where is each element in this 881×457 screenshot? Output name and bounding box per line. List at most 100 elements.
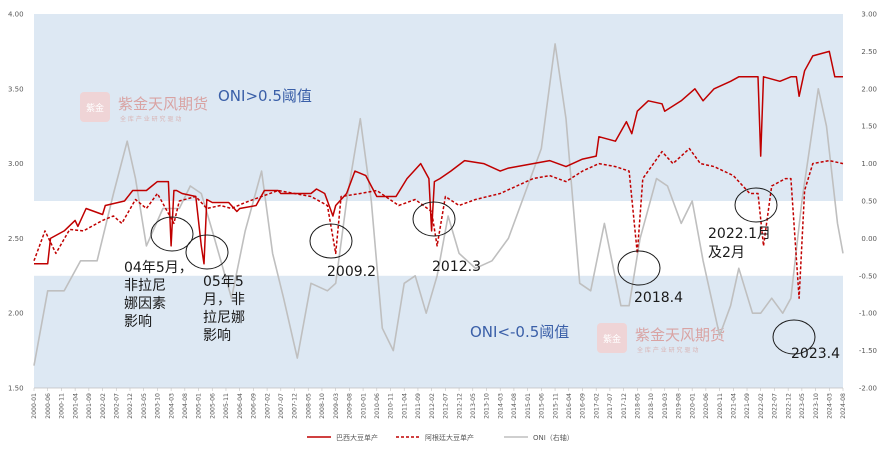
series-line-1 [34,50,843,265]
y-right-tick-0: -2.00 [859,385,877,393]
y-right-tick-3: -0.50 [859,272,877,280]
x-tick-label-47: 2019-08 [676,393,683,419]
x-tick-label-27: 2011-04 [401,393,408,419]
annotation-circle-1 [150,216,194,252]
y-left-tick-0: 1.50 [8,385,24,393]
legend-label-2: 阿根廷大豆单产 [425,433,474,442]
x-tick-label-0: 2000-01 [31,393,38,419]
legend-label-3: ONI（右轴） [533,433,574,442]
x-axis: 2000-01 2000-06 2000-11 2001-04 2001-09 2002-… [31,387,847,419]
y-right-tick-9: 2.50 [861,48,877,56]
annotation-circle-4 [412,201,456,237]
x-tick-label-54: 2022-07 [772,393,779,419]
x-tick-label-30: 2012-07 [443,393,450,419]
x-tick-label-17: 2007-02 [264,393,271,419]
watermark-name-2: 紫金天风期货 [635,326,725,344]
y-right-tick-10: 3.00 [861,11,877,19]
x-tick-label-31: 2012-12 [456,393,463,419]
y-right-tick-1: -1.50 [859,347,877,355]
x-tick-label-13: 2005-06 [209,393,216,419]
x-tick-label-36: 2015-01 [525,393,532,419]
annotation-text-2-1: 05年5 [203,274,244,290]
x-tick-label-20: 2008-05 [305,393,312,419]
series-line-3 [33,43,844,366]
series-group [33,43,844,366]
x-tick-label-26: 2010-11 [388,393,395,419]
series-line-2 [33,147,844,299]
legend-label-1: 巴西大豆单产 [336,433,378,442]
watermark-tagline-1: 全 库 产 业 研 究 驱 动 [120,115,181,123]
x-tick-label-22: 2009-03 [333,393,340,419]
threshold-band-2 [34,275,843,388]
x-tick-label-7: 2002-12 [127,393,134,419]
annotation-text-1-4: 影响 [124,314,152,330]
x-tick-label-38: 2015-11 [552,393,559,419]
x-tick-label-35: 2014-08 [511,393,518,419]
x-tick-label-57: 2023-10 [813,393,820,419]
legend: 巴西大豆单产 阿根廷大豆单产 ONI（右轴） [307,433,574,442]
oni-threshold-bands [34,14,843,388]
y-right-tick-2: -1.00 [859,310,877,318]
band-labels: ONI>0.5阈值 ONI<-0.5阈值 [218,87,569,341]
x-tick-label-16: 2006-09 [251,393,258,419]
watermark-logo-text-2: 紫金 [603,333,621,345]
annotation-text-2-2: 月，非 [203,292,245,308]
annotation-text-6-2: 及2月 [708,245,745,261]
x-tick-label-59: 2024-08 [840,393,847,419]
x-tick-label-28: 2011-09 [415,393,422,419]
watermark-logo-1 [80,92,110,122]
x-tick-label-55: 2022-12 [785,393,792,419]
x-tick-label-33: 2013-10 [484,393,491,419]
annotation-text-1-2: 非拉尼 [124,278,166,294]
y-left-tick-5: 4.00 [8,11,24,19]
x-tick-label-40: 2016-09 [580,393,587,419]
x-tick-label-53: 2022-02 [758,393,765,419]
annotation-circle-3 [309,223,353,259]
x-tick-label-11: 2004-08 [182,393,189,419]
x-tick-label-29: 2012-02 [429,393,436,419]
y-left-tick-2: 2.50 [8,235,24,243]
annotation-text-3-1: 2009.2 [327,264,376,280]
x-tick-label-52: 2021-09 [744,393,751,419]
x-tick-label-34: 2014-03 [497,393,504,419]
annotation-circle-7 [772,319,816,355]
x-tick-label-10: 2004-03 [168,393,175,419]
x-tick-label-4: 2001-09 [86,393,93,419]
annotation-circle-2 [185,234,229,270]
y-right-tick-6: 1.00 [861,160,877,168]
y-axis-left: 1.50 2.00 2.50 3.00 3.50 4.00 [8,11,24,393]
annotation-text-1-3: 娜因素 [124,296,166,312]
x-tick-label-1: 2000-06 [45,393,52,419]
y-axis-right: -2.00 -1.50 -1.00 -0.50 0.00 0.50 1.00 1.50 2.00… [859,11,877,393]
annotation-text-1-1: 04年5月， [124,260,193,276]
x-tick-label-37: 2015-06 [539,393,546,419]
annotation-circle-6 [734,187,778,223]
x-tick-label-43: 2017-12 [621,393,628,419]
watermark-logo-2 [597,323,627,353]
annotation-text-4-1: 2012.3 [432,259,481,275]
annotation-circle-5 [617,250,661,286]
x-tick-label-45: 2018-10 [648,393,655,419]
x-tick-label-25: 2010-06 [374,393,381,419]
x-tick-label-2: 2000-11 [59,393,66,419]
annotation-text-2-3: 拉尼娜 [203,310,245,326]
x-tick-label-5: 2002-02 [100,393,107,419]
x-tick-label-3: 2001-04 [72,393,79,419]
y-left-tick-4: 3.50 [8,85,24,93]
y-right-tick-5: 0.50 [861,198,877,206]
band-label-lower: ONI<-0.5阈值 [470,323,569,341]
x-tick-label-21: 2008-10 [319,393,326,419]
x-tick-label-18: 2007-07 [278,393,285,419]
x-tick-label-42: 2017-07 [607,393,614,419]
x-tick-label-9: 2003-10 [155,393,162,419]
x-tick-label-12: 2005-01 [196,393,203,419]
y-right-tick-4: 0.00 [861,235,877,243]
band-label-upper: ONI>0.5阈值 [218,87,312,105]
x-tick-label-8: 2003-05 [141,393,148,419]
watermark-name-1: 紫金天风期货 [118,95,208,113]
x-tick-label-19: 2007-12 [292,393,299,419]
x-tick-label-46: 2019-03 [662,393,669,419]
annotation-text-7-1: 2023.4 [791,346,840,362]
